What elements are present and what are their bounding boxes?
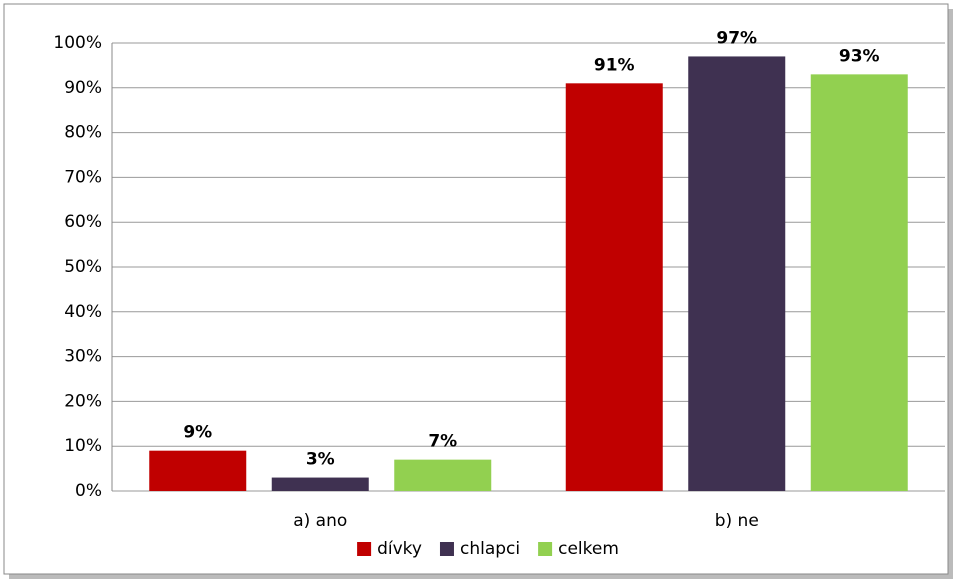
y-tick-label: 0% [75,481,102,501]
bar [688,56,786,491]
y-tick-label: 20% [64,391,102,411]
y-tick-label: 80% [64,123,102,143]
value-label: 9% [183,423,212,443]
y-tick-label: 50% [64,257,102,277]
legend-swatch [357,542,372,556]
y-tick-label: 70% [64,167,102,187]
value-label: 91% [594,55,635,75]
y-tick-label: 40% [64,302,102,322]
y-tick-label: 10% [64,436,102,456]
legend-swatch [538,542,553,556]
bar [271,477,369,491]
legend: dívky chlapci celkem [357,539,619,559]
value-label: 3% [306,450,335,470]
y-tick-label: 30% [64,347,102,367]
value-label: 7% [428,432,457,452]
y-tick-label: 100% [53,33,102,53]
legend-label: chlapci [460,539,520,559]
x-tick-label: a) ano [293,511,347,531]
value-label: 93% [839,46,880,66]
bar [565,83,663,491]
legend-swatch [439,542,454,556]
value-label: 97% [716,28,757,48]
bar [394,459,492,491]
bar [810,74,908,492]
bar [149,450,247,491]
legend-label: celkem [558,539,619,559]
x-tick-label: b) ne [715,511,759,531]
legend-label: dívky [377,539,422,559]
y-tick-label: 60% [64,212,102,232]
y-tick-label: 90% [64,78,102,98]
